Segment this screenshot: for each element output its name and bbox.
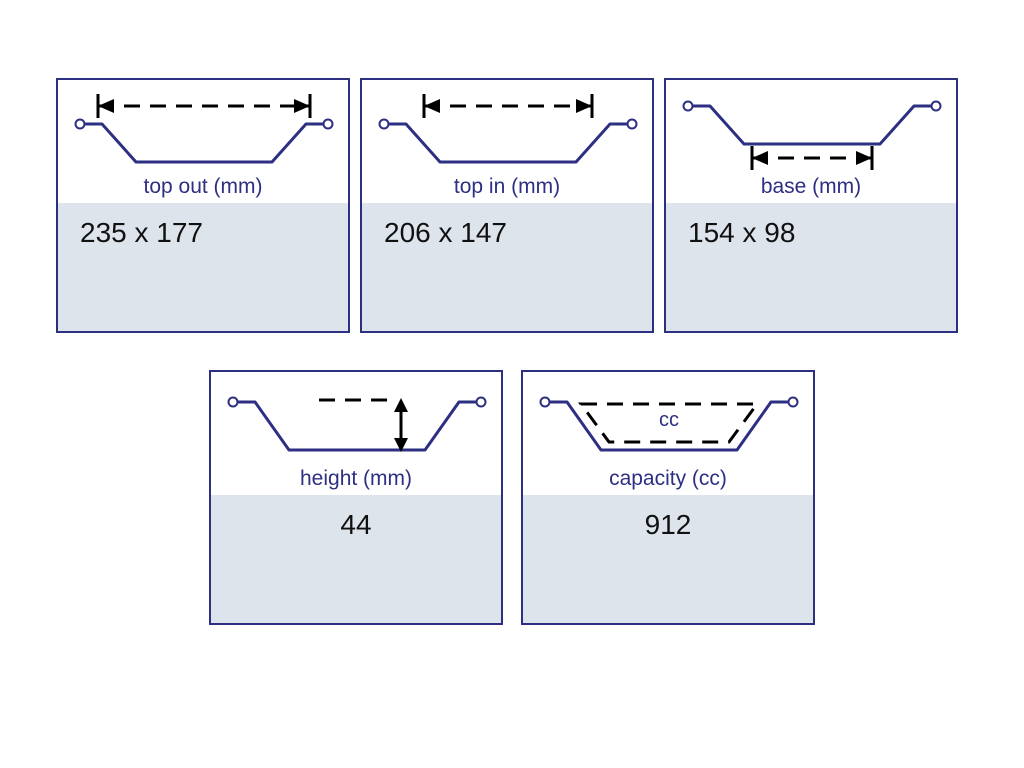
diagram-top-in — [362, 80, 652, 175]
dimension-arrow-icon — [98, 94, 310, 118]
height-arrow-icon — [394, 398, 408, 452]
tile-label: top in (mm) — [362, 175, 652, 203]
diagram-height — [211, 372, 501, 467]
tile-value-area: 154 x 98 — [666, 203, 956, 331]
diagram-capacity: cc — [523, 372, 813, 467]
diagram-base — [666, 80, 956, 175]
tile-capacity: cc capacity (cc) 912 — [521, 370, 815, 625]
tile-value-area: 206 x 147 — [362, 203, 652, 331]
dimension-arrow-icon — [752, 146, 872, 170]
tile-top-out: top out (mm) 235 x 177 — [56, 78, 350, 333]
tile-value-area: 44 — [211, 495, 501, 623]
tile-value: 44 — [340, 509, 371, 541]
tile-value: 912 — [645, 509, 692, 541]
tile-label: height (mm) — [211, 467, 501, 495]
tile-label: capacity (cc) — [523, 467, 813, 495]
tile-label: base (mm) — [666, 175, 956, 203]
diagram-top-out — [58, 80, 348, 175]
tray-profile-icon — [684, 102, 941, 145]
tile-label: top out (mm) — [58, 175, 348, 203]
tile-value: 154 x 98 — [688, 217, 795, 249]
tile-value: 235 x 177 — [80, 217, 203, 249]
tile-value-area: 912 — [523, 495, 813, 623]
tray-profile-icon — [380, 120, 637, 163]
tile-base: base (mm) 154 x 98 — [664, 78, 958, 333]
tray-profile-icon — [229, 398, 486, 451]
tile-height: height (mm) 44 — [209, 370, 503, 625]
tile-top-in: top in (mm) 206 x 147 — [360, 78, 654, 333]
dimension-arrow-icon — [424, 94, 592, 118]
cc-label: cc — [659, 409, 679, 431]
tile-value: 206 x 147 — [384, 217, 507, 249]
tray-profile-icon — [76, 120, 333, 163]
tile-value-area: 235 x 177 — [58, 203, 348, 331]
